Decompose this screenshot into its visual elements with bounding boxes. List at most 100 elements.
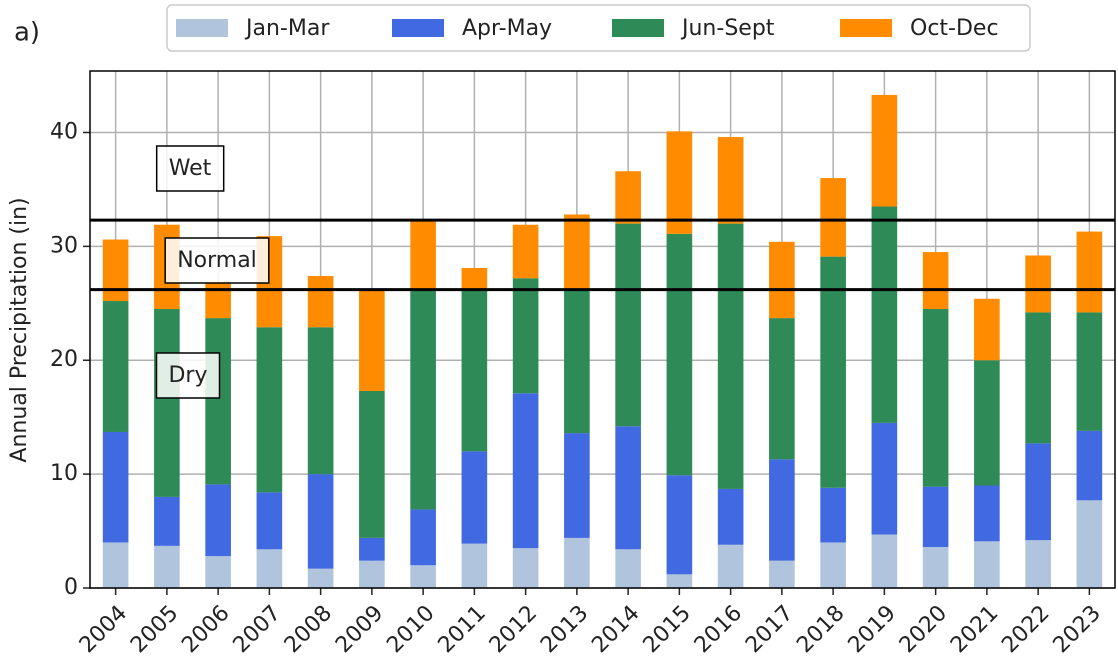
bar-segment [410,565,436,588]
legend-label: Jun-Sept [680,16,775,41]
bar-segment [769,459,795,561]
plot-frame [89,70,1116,589]
y-axis-label: Annual Precipitation (in) [7,197,32,462]
bar-segment [922,547,949,588]
bar-segment [717,223,744,489]
bar-segment [307,327,334,475]
bar-segment [769,241,795,319]
bar-segment [922,486,949,548]
legend-swatch [392,19,444,37]
x-tick-label: 2006 [177,601,234,658]
x-tick-label: 2023 [1049,601,1106,658]
bar-segment [205,556,231,588]
bar-segment [922,252,949,310]
y-tick-label: 0 [64,575,78,600]
bar-segment [769,560,795,588]
legend-label: Oct-Dec [910,16,999,41]
bar-segment [871,422,898,535]
bar-segment [1076,231,1103,313]
y-tick-label: 10 [50,461,78,486]
legend-label: Apr-May [462,16,552,41]
annotation-text: Wet [169,156,212,181]
bar-segment [666,475,693,575]
x-tick-label: 2021 [946,601,1003,658]
x-tick-label: 2015 [639,601,696,658]
x-tick-label: 2012 [485,601,542,658]
bar-segment [307,474,334,569]
y-tick-label: 20 [50,347,78,372]
legend-box [166,4,1031,52]
x-tick-label: 2020 [895,601,952,658]
bar-segment [871,94,898,207]
bar-segment [1025,443,1051,541]
bar-segment [102,542,129,588]
x-tick-label: 2005 [126,601,183,658]
bar-segment [512,224,539,279]
bar-segment [871,206,898,423]
y-tick-label: 30 [50,233,78,258]
bar-segment [717,137,744,224]
bar-segment [410,221,436,290]
x-tick-label: 2004 [75,601,132,658]
bar-segment [666,233,693,476]
bar-segment [974,298,1000,361]
bar-segment [820,542,846,588]
x-tick-label: 2014 [587,601,644,658]
bar-segment [974,485,1000,542]
x-tick-label: 2018 [792,601,849,658]
bar-segment [820,487,846,543]
bar-segment [359,537,385,561]
bar-segment [205,318,231,485]
bar-segment [154,309,180,497]
bar-segment [1025,255,1051,313]
bar-segment [512,278,539,394]
bar-segment [1076,500,1103,588]
bar-segment [615,223,641,427]
bar-segment [307,568,334,588]
bar-segment [359,390,385,538]
bar-segment [256,492,283,550]
bar-segment [461,543,488,588]
bar-segment [717,488,744,545]
legend-swatch [840,19,892,37]
bar-segment [974,541,1000,588]
annotation-box [155,352,221,399]
bar-segment [307,275,334,328]
legend-swatch [612,19,664,37]
bar-segment [820,178,846,257]
bar-segment [1076,430,1103,501]
bar-segment [359,560,385,588]
bar-segment [564,537,590,588]
bar-segment [871,534,898,588]
bar-segment [102,431,129,543]
bar-segment [1025,312,1051,444]
bar-segment [717,544,744,588]
x-tick-label: 2009 [331,601,388,658]
bar-segment [102,301,129,432]
bar-segment [769,318,795,460]
bar-segment [974,360,1000,486]
bar-segment [410,289,436,510]
bar-segment [359,289,385,391]
bar-segment [154,545,180,588]
bar-segment [205,281,231,319]
x-tick-label: 2019 [844,601,901,658]
bar-segment [615,171,641,224]
annotation-text: Normal [177,248,257,273]
x-tick-label: 2017 [741,601,798,658]
x-tick-label: 2010 [382,601,439,658]
annotation-text: Dry [168,363,207,388]
bar-segment [410,509,436,566]
bar-segment [461,289,488,452]
bar-segment [102,239,129,302]
bar-segment [256,549,283,588]
annotation-box [164,237,270,284]
annotation-box [155,145,225,192]
bar-segment [512,393,539,549]
x-tick-label: 2022 [997,601,1054,658]
x-tick-label: 2008 [280,601,337,658]
bar-segment [512,548,539,588]
bar-segment [564,214,590,290]
bar-segment [666,131,693,234]
